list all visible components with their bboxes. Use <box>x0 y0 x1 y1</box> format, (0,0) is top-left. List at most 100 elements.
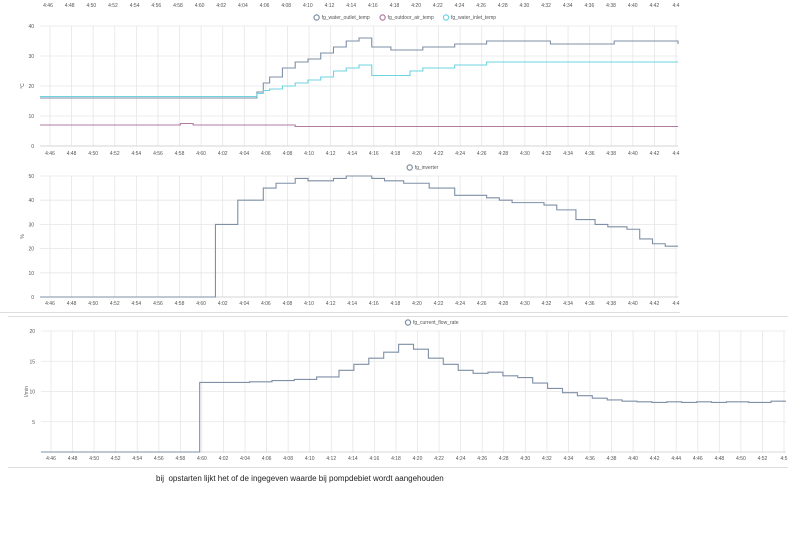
x-tick-label: 4:48 <box>67 151 77 157</box>
y-tick-label: 10 <box>29 390 35 396</box>
x-tick-label: 4:12 <box>326 301 336 307</box>
x-tick-label: 4:54 <box>131 301 141 307</box>
y-tick-label: 10 <box>28 114 34 120</box>
x-tick-label: 4:02 <box>218 151 228 157</box>
y-tick-label: 20 <box>28 84 34 90</box>
x-tick-label: 4:26 <box>477 151 487 157</box>
x-tick-label: 4:50 <box>736 456 746 462</box>
x-tick-label: 4:18 <box>391 456 401 462</box>
x-tick-label: 4:24 <box>455 151 465 157</box>
x-tick-label: 4:04 <box>240 456 250 462</box>
top-strip-tick-label: 4:24 <box>455 3 465 9</box>
top-strip-tick-label: 4:04 <box>238 3 248 9</box>
top-strip-tick-label: 4:60 <box>195 3 205 9</box>
x-tick-label: 4:14 <box>347 301 357 307</box>
x-tick-label: 4:22 <box>434 301 444 307</box>
x-tick-label: 4:48 <box>67 301 77 307</box>
chart-inverter: 50 40 30 20 10 0 4:46 4:48 4:50 4:52 4:54 4:56 4:58 4… <box>0 162 680 313</box>
x-tick-label: 4:28 <box>498 301 508 307</box>
top-strip-tick-label: 4:12 <box>325 3 335 9</box>
top-strip-tick-label: 4:48 <box>65 3 75 9</box>
x-tick-label: 4:20 <box>412 301 422 307</box>
x-tick-label: 4:12 <box>326 151 336 157</box>
series-line-fg_water_inlet_temp <box>40 61 678 98</box>
x-tick-label: 4:26 <box>477 301 487 307</box>
x-tick-label: 4:02 <box>219 456 229 462</box>
flow-rate-chart-svg: 20 15 10 5 4:46 4:48 4:50 4:52 4:54 4:56 4:58 4:60 4… <box>24 319 788 462</box>
legend-item: fg_current_flow_rate <box>404 319 459 326</box>
y-tick-label: 20 <box>28 247 34 253</box>
x-tick-label: 4:10 <box>304 151 314 157</box>
x-tick-label: 4:06 <box>261 151 271 157</box>
x-tick-label: 4:54 <box>131 151 141 157</box>
top-strip-tick-label: 4:52 <box>108 3 118 9</box>
x-tick-label: 4:50 <box>88 301 98 307</box>
x-tick-label: 4:36 <box>585 301 595 307</box>
top-strip-tick-label: 4:50 <box>86 3 96 9</box>
top-strip-tick-label: 4:20 <box>411 3 421 9</box>
legend-label: fg_current_flow_rate <box>413 320 459 326</box>
y-tick-label: 10 <box>28 271 34 277</box>
x-tick-label: 4:60 <box>197 456 207 462</box>
series-line-fg_inverter <box>40 175 678 298</box>
top-strip-tick-label: 4:18 <box>390 3 400 9</box>
x-tick-label: 4:38 <box>606 151 616 157</box>
x-tick-label: 4:48 <box>714 456 724 462</box>
series-line-fg_water_outlet_temp <box>40 37 679 99</box>
top-strip-tick-label: 4:4 <box>673 3 680 9</box>
y-tick-label: 0 <box>31 144 34 150</box>
x-tick-label: 4:32 <box>542 456 552 462</box>
x-tick-label: 4:18 <box>391 151 401 157</box>
chart-temperatures: 40 30 20 10 0 4:46 4:48 4:50 4:52 4:54 4:56 4:58 4:6… <box>0 10 680 163</box>
x-tick-label: 4:26 <box>477 456 487 462</box>
x-tick-label: 4:18 <box>391 301 401 307</box>
x-tick-label: 4:10 <box>305 456 315 462</box>
x-tick-label: 4:08 <box>283 151 293 157</box>
y-tick-label: 0 <box>31 295 34 301</box>
top-strip-tick-label: 4:54 <box>130 3 140 9</box>
x-tick-label: 4:50 <box>88 151 98 157</box>
series-line-fg_outdoor_air_temp <box>40 122 678 128</box>
x-tick-label: 4:42 <box>650 456 660 462</box>
x-tick-label: 4:44 <box>671 456 681 462</box>
y-tick-label: 40 <box>28 198 34 204</box>
top-strip-tick-label: 4:40 <box>628 3 638 9</box>
legend-marker-icon <box>404 319 412 326</box>
x-tick-label: 4:02 <box>218 301 228 307</box>
top-strip-tick-label: 4:58 <box>173 3 183 9</box>
top-strip-tick-label: 4:10 <box>303 3 313 9</box>
top-strip-tick-label: 4:46 <box>43 3 53 9</box>
legend-item: fg_inverter <box>406 164 439 171</box>
x-tick-label: 4:60 <box>196 301 206 307</box>
top-axis-strip-svg: 4:46 4:48 4:50 4:52 4:54 4:56 4:58 4:60 4:02 4:04… <box>43 3 680 9</box>
temperature-chart-svg: 40 30 20 10 0 4:46 4:48 4:50 4:52 4:54 4:56 4:58 4:6… <box>20 14 680 157</box>
x-tick-label: 4:46 <box>46 456 56 462</box>
x-tick-label: 4:28 <box>498 151 508 157</box>
top-strip-tick-label: 4:32 <box>541 3 551 9</box>
x-tick-label: 4:34 <box>563 301 573 307</box>
legend-label: fg_outdoor_air_temp <box>388 15 434 21</box>
top-strip-tick-label: 4:28 <box>498 3 508 9</box>
x-tick-label: 4:16 <box>369 151 379 157</box>
y-axis-label: l/min <box>24 386 30 397</box>
legend-marker-icon <box>406 164 413 171</box>
x-tick-label: 4:42 <box>650 301 660 307</box>
x-tick-label: 4:54 <box>132 456 142 462</box>
x-tick-label: 4:28 <box>499 456 509 462</box>
x-tick-label: 4:22 <box>434 456 444 462</box>
y-tick-label: 15 <box>29 359 35 365</box>
x-tick-label: 4:38 <box>607 456 617 462</box>
legend-marker-icon <box>442 14 450 21</box>
x-tick-label: 4:5 <box>781 456 788 462</box>
y-axis-label: % <box>20 234 26 239</box>
y-tick-label: 40 <box>28 24 34 30</box>
x-tick-label: 4:14 <box>348 456 358 462</box>
x-tick-label: 4:04 <box>239 301 249 307</box>
top-strip-tick-label: 4:42 <box>649 3 659 9</box>
x-tick-label: 4:24 <box>456 456 466 462</box>
x-tick-label: 4:58 <box>175 151 185 157</box>
x-tick-label: 4:40 <box>628 456 638 462</box>
y-tick-label: 30 <box>28 222 34 228</box>
x-tick-label: 4:46 <box>45 301 55 307</box>
top-strip-tick-label: 4:22 <box>433 3 443 9</box>
